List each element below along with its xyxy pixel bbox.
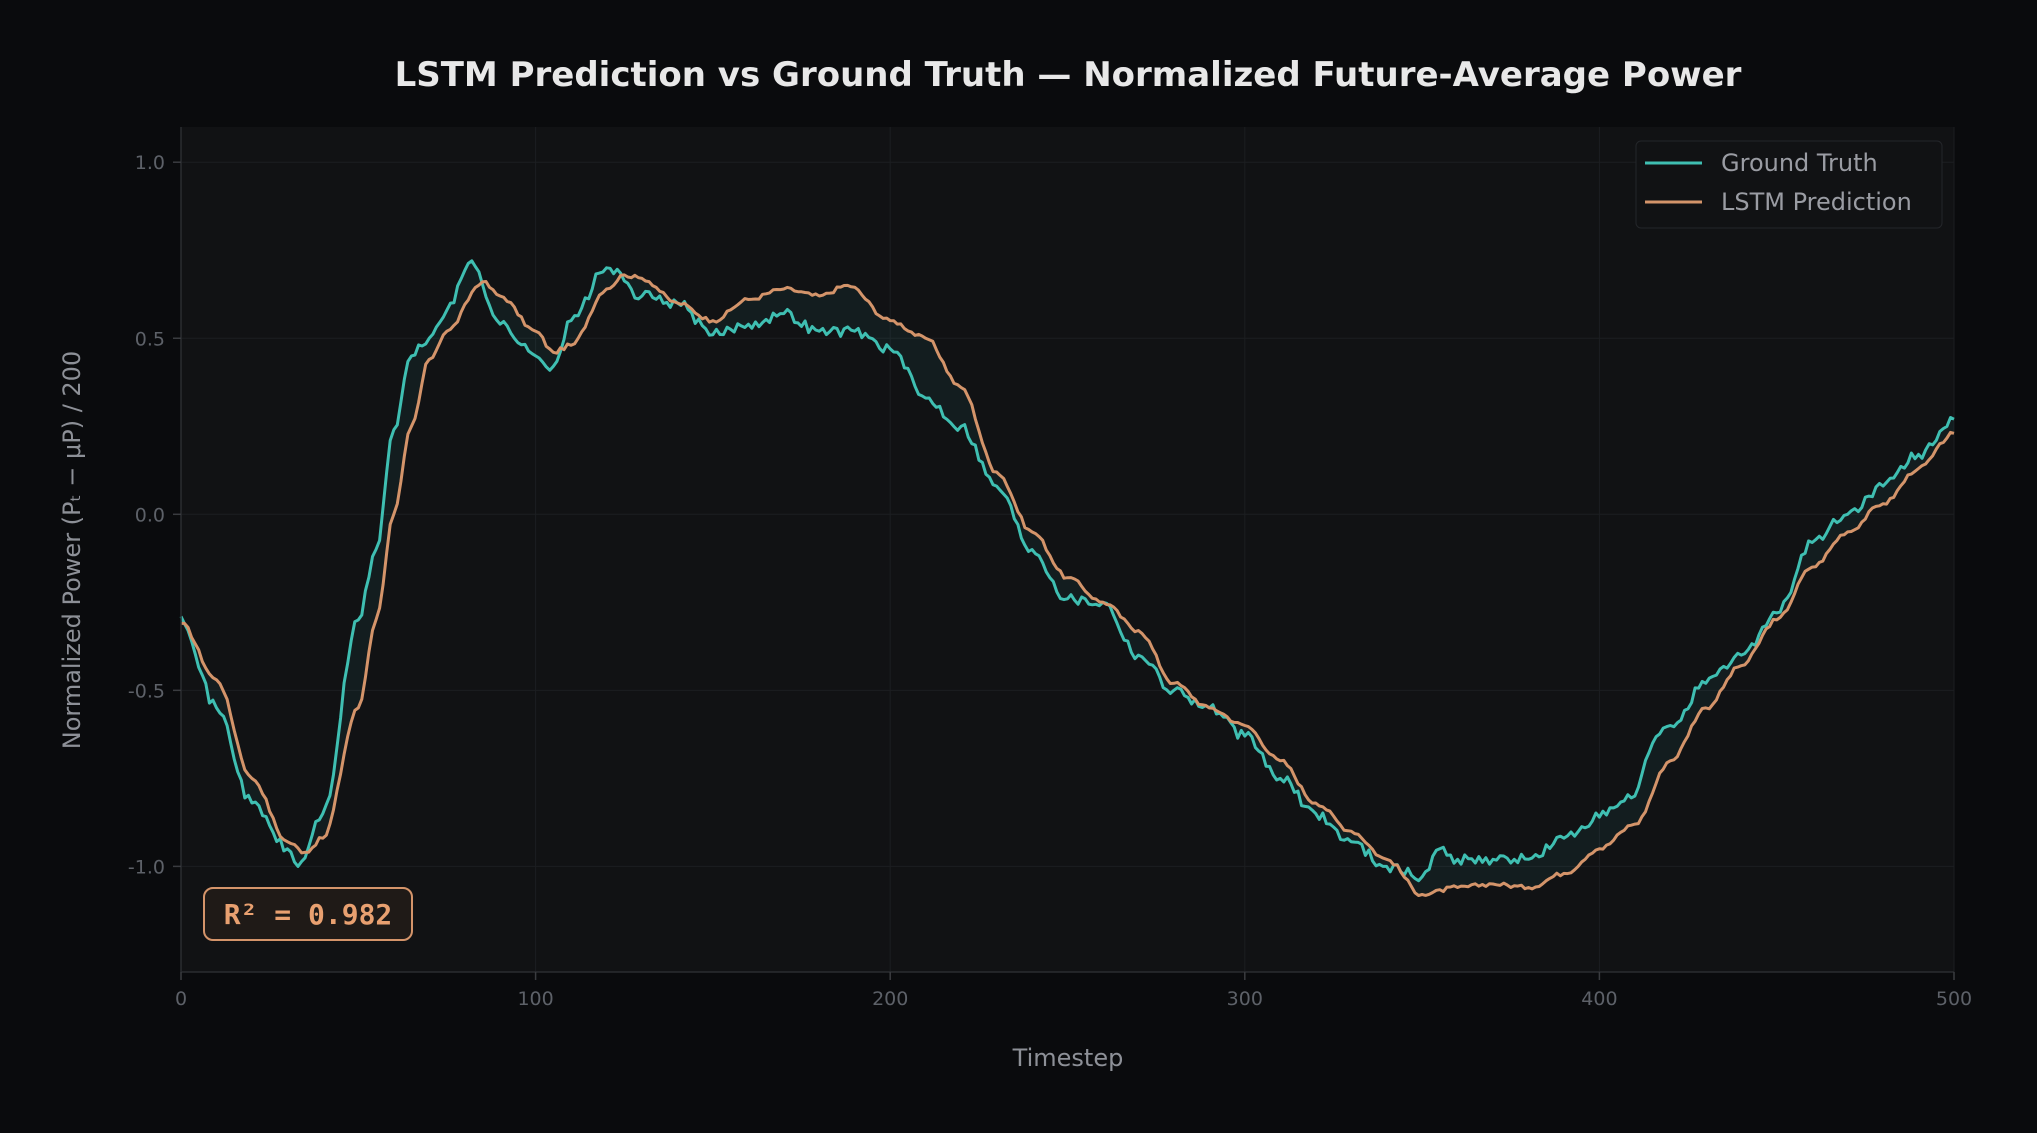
legend-label-lstm-prediction: LSTM Prediction bbox=[1721, 188, 1912, 216]
r2-box bbox=[203, 887, 413, 941]
x-tick-label: 200 bbox=[872, 988, 908, 1010]
y-axis-label: Normalized Power (Pₜ − μP) / 200 bbox=[58, 351, 86, 749]
x-tick-label: 300 bbox=[1227, 988, 1263, 1010]
x-axis-label: Timestep bbox=[1012, 1044, 1124, 1072]
y-tick-label: 0.0 bbox=[135, 504, 165, 526]
y-tick-label: 0.5 bbox=[135, 328, 165, 350]
r2-annotation: R² = 0.982 bbox=[203, 887, 413, 941]
x-tick-label: 400 bbox=[1581, 988, 1617, 1010]
y-tick-label: 1.0 bbox=[135, 152, 165, 174]
plot-area bbox=[181, 127, 1954, 972]
legend-box bbox=[1635, 140, 1943, 229]
legend: Ground Truth LSTM Prediction bbox=[1635, 140, 1943, 229]
x-tick-label: 500 bbox=[1936, 988, 1972, 1010]
x-tick-label: 0 bbox=[175, 988, 187, 1010]
chart-title: LSTM Prediction vs Ground Truth — Normal… bbox=[395, 55, 1742, 95]
series-line-ground-truth bbox=[179, 259, 1955, 883]
y-tick-label: -0.5 bbox=[128, 680, 165, 702]
x-tick-label: 100 bbox=[517, 988, 553, 1010]
r2-value: R² = 0.982 bbox=[224, 898, 393, 931]
series-line-lstm-prediction bbox=[181, 273, 1955, 897]
legend-label-ground-truth: Ground Truth bbox=[1721, 149, 1878, 177]
y-tick-label: -1.0 bbox=[128, 856, 165, 878]
